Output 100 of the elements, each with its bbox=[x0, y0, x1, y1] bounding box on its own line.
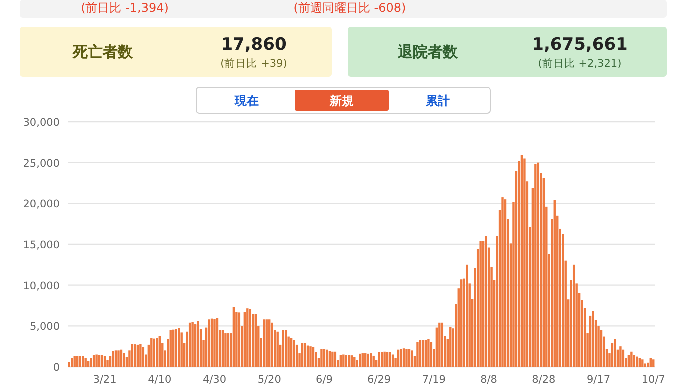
bar bbox=[156, 338, 158, 367]
bar bbox=[485, 236, 488, 367]
text: 1,675,661 bbox=[532, 35, 628, 55]
bar bbox=[466, 264, 468, 367]
bar bbox=[389, 352, 392, 367]
bar bbox=[323, 349, 326, 367]
x-tick-label: 8/8 bbox=[480, 374, 498, 386]
bar bbox=[232, 307, 236, 367]
bar bbox=[340, 355, 342, 367]
bar bbox=[282, 330, 284, 367]
bar bbox=[441, 322, 444, 367]
bar bbox=[424, 340, 428, 367]
bar bbox=[216, 318, 219, 367]
bar bbox=[263, 320, 266, 367]
bar bbox=[348, 355, 350, 367]
bar bbox=[153, 338, 156, 367]
bar bbox=[320, 349, 323, 367]
bar bbox=[611, 343, 614, 367]
bar bbox=[502, 198, 504, 367]
bar bbox=[438, 322, 441, 367]
bar bbox=[350, 356, 353, 367]
bar bbox=[630, 352, 633, 367]
text: (前日比 +39) bbox=[220, 57, 288, 70]
bar bbox=[238, 312, 241, 367]
bar bbox=[254, 314, 257, 367]
y-tick-label: 5,000 bbox=[30, 321, 60, 334]
bar bbox=[76, 356, 79, 367]
bar bbox=[249, 309, 252, 367]
bar bbox=[622, 350, 625, 367]
text: 17,860 bbox=[221, 35, 287, 55]
bar bbox=[633, 355, 636, 367]
bar bbox=[332, 352, 334, 367]
bar bbox=[79, 356, 82, 367]
bar bbox=[197, 321, 200, 367]
y-tick-label: 0 bbox=[53, 362, 60, 374]
bar bbox=[372, 356, 375, 367]
bar bbox=[136, 344, 140, 367]
bar bbox=[416, 342, 419, 367]
bar bbox=[306, 346, 310, 367]
bar bbox=[534, 164, 537, 367]
bar bbox=[370, 354, 372, 367]
bar bbox=[364, 354, 367, 367]
bar bbox=[554, 200, 556, 367]
bar bbox=[524, 158, 526, 367]
x-tick-label: 10/7 bbox=[642, 374, 666, 386]
bar bbox=[380, 352, 384, 367]
bar bbox=[134, 344, 136, 367]
bar bbox=[208, 320, 210, 367]
bar bbox=[342, 354, 345, 367]
text: 死亡者数 bbox=[72, 43, 134, 61]
bar bbox=[266, 320, 268, 367]
bar bbox=[589, 316, 592, 367]
bar bbox=[101, 355, 104, 367]
bar bbox=[192, 322, 194, 367]
bar bbox=[480, 241, 482, 367]
bar bbox=[214, 319, 216, 367]
bar bbox=[614, 339, 616, 367]
x-tick-label: 4/10 bbox=[148, 374, 172, 386]
text: (前日比 -1,394) bbox=[81, 1, 169, 15]
bar bbox=[140, 344, 142, 367]
x-tick-label: 6/9 bbox=[316, 374, 333, 386]
bar bbox=[650, 358, 652, 367]
x-tick-label: 5/20 bbox=[258, 374, 282, 386]
bar bbox=[504, 200, 507, 367]
bar bbox=[359, 354, 362, 367]
bar bbox=[400, 349, 402, 367]
bar bbox=[408, 349, 411, 367]
text: (前週同曜日比 -608) bbox=[294, 1, 406, 15]
bar bbox=[652, 360, 655, 367]
x-tick-label: 6/29 bbox=[368, 374, 392, 386]
y-tick-label: 25,000 bbox=[23, 158, 60, 170]
bar bbox=[96, 354, 98, 367]
bar bbox=[293, 340, 296, 367]
bar bbox=[334, 352, 337, 367]
bar bbox=[104, 356, 106, 367]
bar bbox=[402, 348, 406, 367]
bar bbox=[142, 347, 145, 367]
bar bbox=[638, 358, 642, 367]
bar bbox=[178, 328, 180, 367]
bar bbox=[636, 356, 638, 367]
bar bbox=[386, 352, 389, 367]
bar bbox=[158, 336, 161, 367]
y-tick-label: 10,000 bbox=[23, 280, 60, 292]
bar bbox=[572, 264, 576, 367]
y-tick-label: 30,000 bbox=[23, 117, 60, 129]
bar bbox=[450, 326, 452, 367]
bar bbox=[68, 362, 70, 367]
bar bbox=[150, 338, 153, 367]
x-tick-label: 7/19 bbox=[422, 374, 446, 386]
bar bbox=[224, 334, 227, 367]
bar bbox=[411, 350, 414, 367]
x-tick-label: 4/30 bbox=[202, 374, 227, 386]
bar bbox=[98, 355, 101, 367]
bar bbox=[460, 280, 463, 367]
text: 累計 bbox=[425, 94, 450, 108]
bar bbox=[326, 350, 328, 367]
bar bbox=[367, 354, 370, 367]
bar bbox=[422, 340, 424, 367]
bar bbox=[592, 311, 594, 367]
bar bbox=[271, 322, 274, 367]
